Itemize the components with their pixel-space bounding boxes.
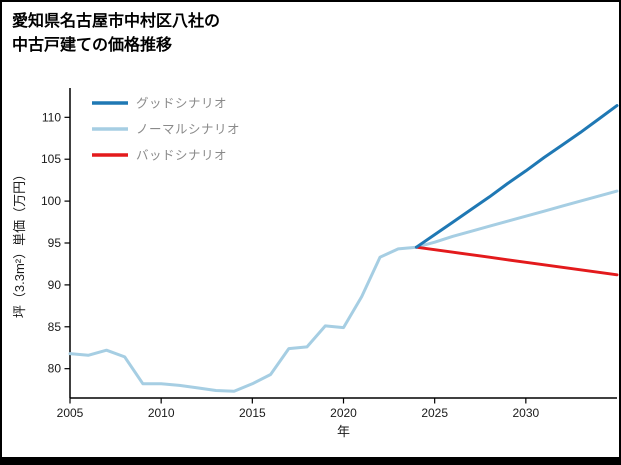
x-tick-label: 2010 [148,406,175,420]
page-title-line2: 中古戸建ての価格推移 [12,37,173,54]
series-line-bad-scenario [414,245,619,277]
x-tick-label: 2025 [421,406,448,420]
x-tick-label: 2005 [57,406,84,420]
x-tick-label: 2015 [239,406,266,420]
page-title-line1: 愛知県名古屋市中村区八社の [12,13,221,30]
page-title: 愛知県名古屋市中村区八社の 中古戸建ての価格推移 [12,10,220,58]
y-tick-label: 110 [42,110,61,124]
y-tick-label: 80 [48,362,62,376]
bottom-divider [2,457,619,463]
y-tick-label: 85 [48,320,62,334]
legend-label-normal-scenario: ノーマルシナリオ [136,123,240,137]
y-axis-label: 坪（3.3m²）単価（万円） [12,168,27,318]
series-line-normal-scenario-with-history [68,189,619,393]
y-tick-label: 105 [41,152,61,166]
x-axis-label: 年 [337,424,350,439]
series-line-good-scenario [414,104,619,249]
legend-label-bad-scenario: バッドシナリオ [136,149,227,163]
y-tick-label: 90 [48,278,62,292]
x-tick-label: 2020 [330,406,357,420]
y-tick-label: 95 [48,236,62,250]
x-tick-label: 2030 [512,406,539,420]
y-tick-label: 100 [41,194,61,208]
legend-label-good-scenario: グッドシナリオ [136,97,227,111]
